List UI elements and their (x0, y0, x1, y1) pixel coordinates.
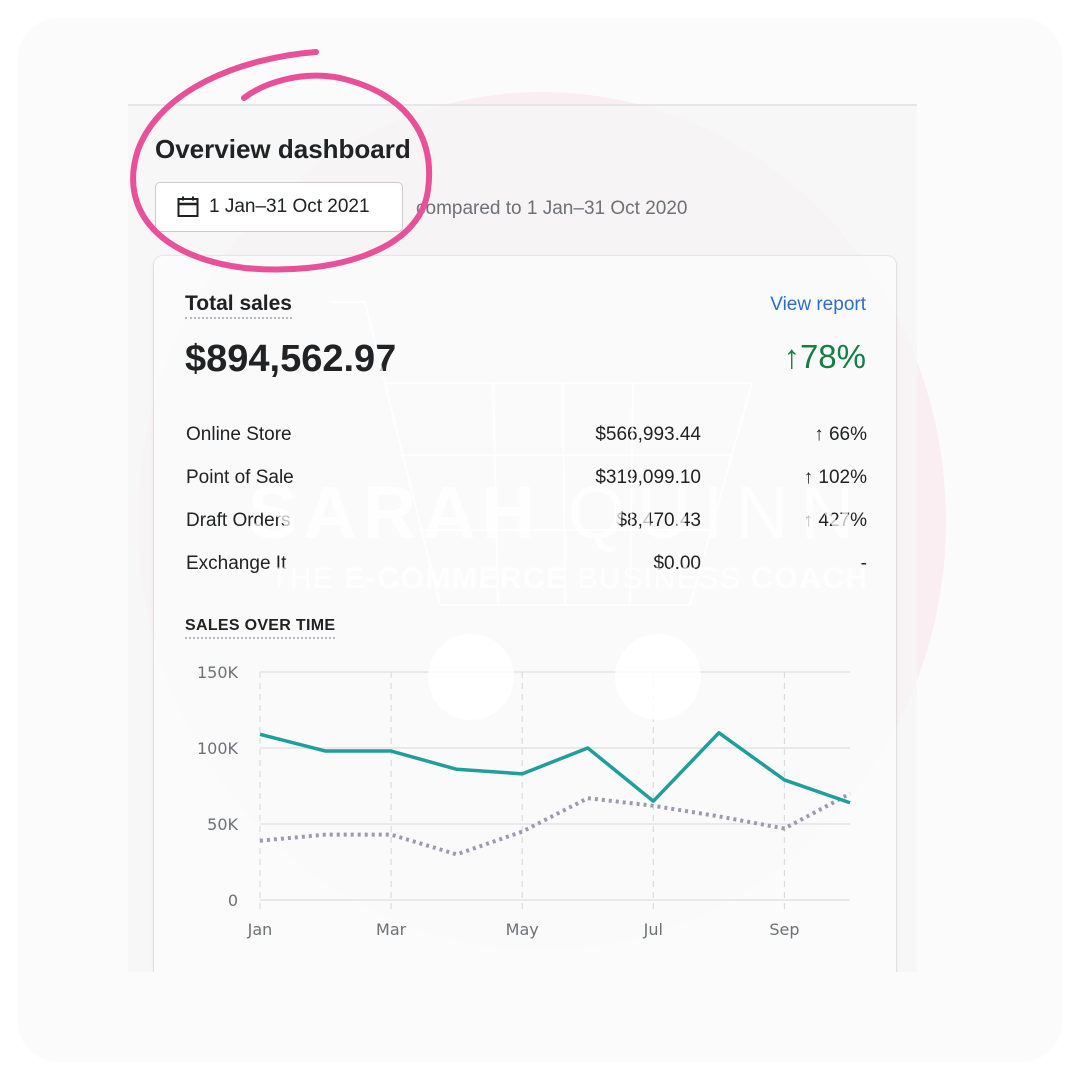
x-tick-label: Jul (643, 920, 663, 939)
channel-name: Online Store (186, 424, 292, 445)
comparison-text: compared to 1 Jan–31 Oct 2020 (416, 198, 688, 219)
page-title: Overview dashboard (155, 134, 411, 164)
view-report-link[interactable]: View report (770, 294, 866, 315)
channel-change: ↑ 427% (803, 510, 867, 531)
y-tick-label: 100K (197, 739, 239, 758)
sales-breakdown: Online Store $566,993.44 ↑ 66% Point of … (186, 424, 867, 596)
series-line-previous (259, 791, 851, 857)
x-tick-label: Sep (769, 920, 799, 939)
channel-amount: $319,099.10 (595, 467, 701, 488)
x-tick-label: Jan (247, 920, 273, 939)
channel-name: Exchange It (186, 553, 287, 574)
y-tick-label: 50K (207, 815, 238, 834)
channel-change: ↑ 102% (803, 467, 867, 488)
date-range-button[interactable]: 1 Jan–31 Oct 2021 (155, 182, 403, 232)
breakdown-row-draft-orders: Draft Orders $8,470.43 ↑ 427% (186, 510, 867, 553)
channel-name: Draft Orders (186, 510, 291, 531)
total-sales-change: ↑78% (783, 338, 866, 375)
channel-name: Point of Sale (186, 467, 294, 488)
y-tick-label: 150K (197, 663, 239, 682)
date-range-label: 1 Jan–31 Oct 2021 (209, 196, 370, 217)
x-tick-label: Mar (376, 920, 407, 939)
channel-amount: $8,470.43 (616, 510, 701, 531)
dashboard-screen: Overview dashboard 1 Jan–31 Oct 2021 com… (128, 104, 917, 972)
total-sales-label[interactable]: Total sales (185, 292, 292, 319)
sales-over-time-chart: 0 50K 100K 150K Jan Mar May Jul Sep (197, 663, 851, 939)
breakdown-row-point-of-sale: Point of Sale $319,099.10 ↑ 102% (186, 467, 867, 510)
channel-change: ↑ 66% (814, 424, 867, 445)
total-sales-value: $894,562.97 (185, 338, 397, 380)
breakdown-row-online-store: Online Store $566,993.44 ↑ 66% (186, 424, 867, 467)
channel-amount: $0.00 (653, 553, 701, 574)
sales-over-time-title[interactable]: SALES OVER TIME (185, 617, 336, 639)
total-sales-card: Total sales View report $894,562.97 ↑78%… (154, 256, 896, 972)
calendar-icon (177, 196, 199, 217)
series-line-current (259, 731, 851, 805)
y-tick-label: 0 (228, 891, 238, 910)
x-tick-label: May (506, 920, 539, 939)
channel-change: - (860, 553, 867, 574)
breakdown-row-exchange-it: Exchange It $0.00 - (186, 553, 867, 596)
channel-amount: $566,993.44 (595, 424, 701, 445)
